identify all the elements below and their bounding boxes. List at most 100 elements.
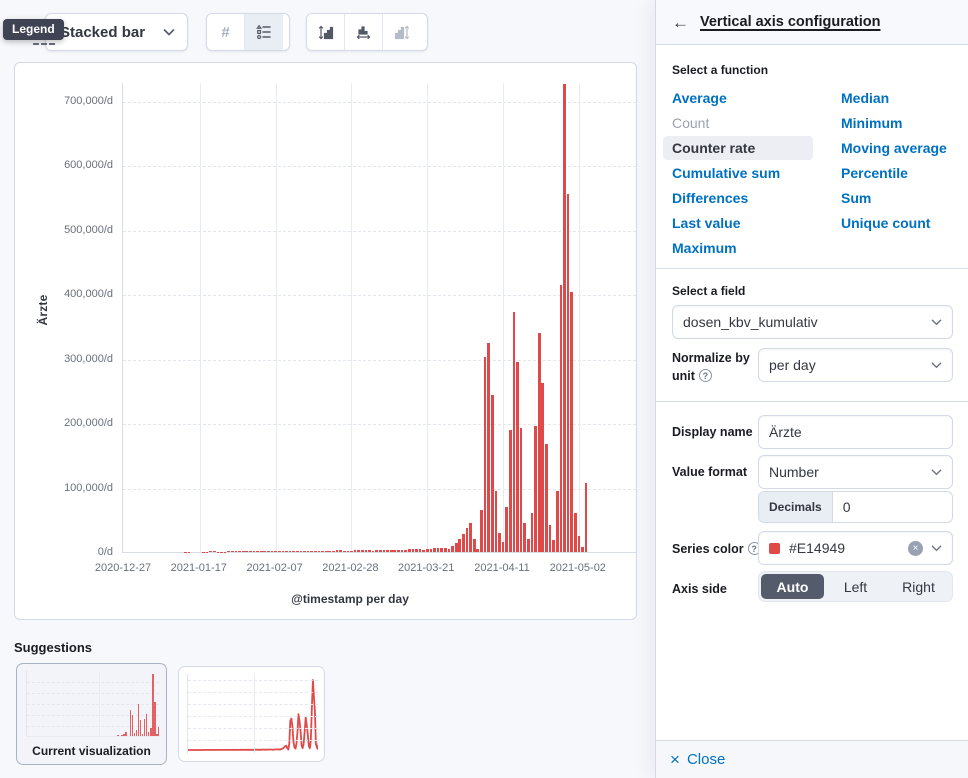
function-differences[interactable]: Differences [672,190,749,206]
display-name-input[interactable] [769,424,942,440]
axis-side-group: Auto Left Right [758,571,953,602]
field-value: dosen_kbv_kumulativ [683,314,818,330]
x-tick-label: 2021-02-28 [322,562,379,574]
h-gridline [123,488,636,490]
bar [404,549,407,552]
divider [656,268,968,269]
bar [249,551,252,552]
bar [342,550,346,552]
h-gridline [123,359,636,361]
function-col-right: Median Minimum Moving average Percentile Sum… [832,86,968,236]
axis-side-left[interactable]: Left [843,578,868,595]
thumb-gridline [188,716,318,717]
series-color-label: Series color? [672,541,761,559]
bar [527,539,530,552]
left-axis-button[interactable] [307,14,345,50]
field-section-label: Select a field [672,284,746,298]
flyout-title[interactable]: Vertical axis configuration [700,14,881,30]
thumb-bar [158,726,159,736]
bar [321,551,324,552]
function-cumulative-sum[interactable]: Cumulative sum [672,165,781,181]
suggestion-line-thumbnail [187,674,318,754]
function-average[interactable]: Average [672,90,727,106]
bar [469,523,472,552]
function-counter-rate[interactable]: Counter rate [663,136,813,160]
series-color-picker[interactable]: #E14949 × [758,531,953,565]
bar [353,550,357,552]
bar [581,546,584,552]
back-arrow-icon[interactable]: ← [672,12,689,32]
suggestion-line[interactable] [178,666,325,762]
decimals-field: Decimals [758,491,953,523]
bar [360,550,364,552]
bar [415,548,418,552]
bar [368,550,371,552]
bar [501,542,505,552]
function-median[interactable]: Median [841,90,890,106]
suggestion-current-label: Current visualization [32,744,151,758]
suggestions-heading: Suggestions [14,640,93,655]
function-moving-average[interactable]: Moving average [841,140,947,156]
thumb-bar [125,732,127,736]
bar [458,539,462,552]
values-labels-button[interactable]: # [207,14,245,50]
thumb-bar [147,732,150,736]
bar [508,429,512,552]
thumb-bar [150,727,152,736]
bottom-axis-button[interactable] [345,14,383,50]
suggestion-current[interactable]: Current visualization [16,663,167,765]
bar [212,551,216,552]
bar [346,550,350,552]
function-last-value[interactable]: Last value [672,215,741,231]
bar [339,550,342,552]
bar [375,550,379,552]
function-percentile[interactable]: Percentile [841,165,908,181]
bar [407,549,411,552]
v-gridline [199,83,201,552]
bar [566,193,570,552]
bar [436,547,440,552]
bar [577,535,581,552]
chart-type-switcher[interactable]: Stacked bar [45,13,188,51]
vertical-axis-flyout: ← Vertical axis configuration Select a f… [655,0,968,778]
function-sum[interactable]: Sum [841,190,872,206]
function-section-label: Select a function [672,63,769,77]
clear-color-icon[interactable]: × [908,540,923,556]
chevron-down-icon [163,28,175,36]
x-axis-title: @timestamp per day [291,592,409,606]
bar [295,551,299,552]
thumb-bar [141,734,144,736]
help-icon: ? [698,368,712,382]
function-minimum[interactable]: Minimum [841,115,903,131]
suggestion-bar-thumbnail [26,671,159,737]
bar [541,382,545,552]
field-select[interactable]: dosen_kbv_kumulativ [672,305,953,339]
decimals-input[interactable] [842,499,942,515]
thumb-gridline [27,726,159,727]
bar [465,527,469,552]
function-maximum[interactable]: Maximum [672,240,737,256]
plot-area[interactable] [122,83,636,553]
bar [288,550,292,552]
y-tick-label: 300,000/d [64,352,113,365]
normalize-select[interactable]: per day [758,348,953,382]
axis-side-auto[interactable]: Auto [761,574,824,599]
axis-side-right[interactable]: Right [902,578,935,595]
bar [490,395,494,552]
bar [505,506,509,552]
value-format-select[interactable]: Number [758,455,953,489]
bar [393,549,397,552]
bar [447,549,451,552]
function-unique-count[interactable]: Unique count [841,215,931,231]
h-gridline [123,101,636,103]
thumb-gridline [254,674,255,754]
thumb-bar [139,719,142,736]
close-button[interactable]: × Close [670,751,725,768]
bar [263,551,267,552]
thumb-gridline [188,728,318,729]
legend-button[interactable] [245,14,283,50]
bar [227,551,231,552]
thumb-gridline [188,740,318,741]
v-gridline [578,83,580,552]
bar [555,490,559,552]
